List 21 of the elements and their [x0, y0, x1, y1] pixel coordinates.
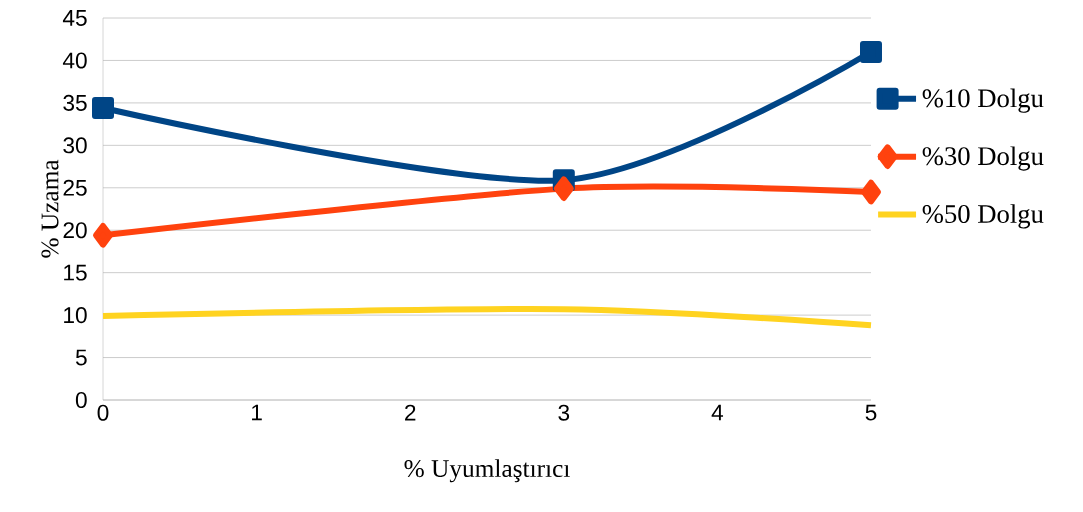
y-tick-label: 40	[62, 52, 87, 69]
y-tick-label: 0	[75, 391, 87, 409]
x-tick-label: 1	[252, 404, 262, 421]
y-tick-label: 30	[63, 137, 87, 154]
x-tick-label: 2	[405, 404, 416, 421]
x-tick-label: 4	[711, 404, 724, 421]
y-tick-label: 35	[63, 94, 87, 111]
y-tick-label: 20	[63, 222, 87, 239]
y-tick-label: 15	[64, 264, 87, 281]
legend-label: %10 Dolgu	[922, 88, 1044, 113]
y-tick-label: 5	[75, 349, 87, 366]
legend-label: %30 Dolgu	[922, 146, 1044, 171]
y-axis-title: % Uzama	[41, 159, 59, 258]
y-tick-label: 10	[64, 307, 87, 324]
y-tick-label: 25	[63, 179, 87, 196]
x-axis-title: % Uyumlaştırıcı	[404, 459, 570, 483]
legend-label: %50 Dolgu	[922, 204, 1044, 229]
x-tick-label: 0	[97, 404, 109, 421]
x-tick-label: 3	[558, 404, 570, 421]
y-tick-label: 45	[62, 10, 87, 26]
x-tick-label: 5	[865, 404, 877, 421]
